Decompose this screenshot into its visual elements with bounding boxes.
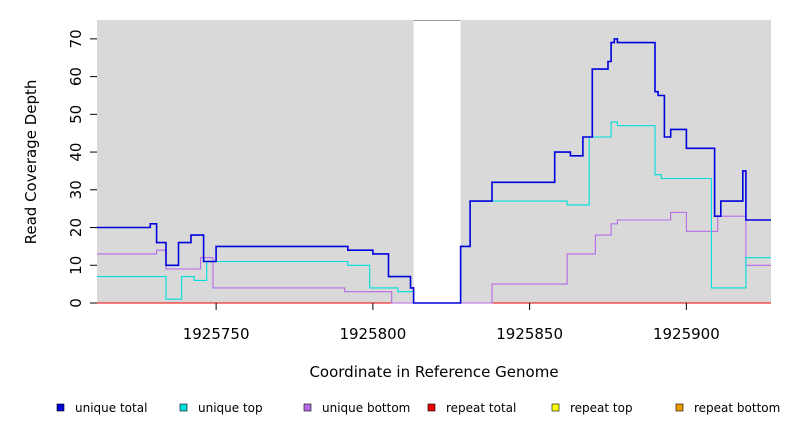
legend-swatch (551, 403, 560, 412)
legend-swatch (56, 403, 65, 412)
y-tick-label: 50 (67, 105, 85, 124)
legend: unique total unique top unique bottom repea… (56, 401, 780, 415)
y-tick-label: 10 (67, 256, 85, 275)
y-axis-label: Read Coverage Depth (22, 80, 40, 245)
series-unique-bottom (97, 211, 771, 304)
x-axis-label: Coordinate in Reference Genome (309, 363, 558, 381)
legend-swatch (427, 403, 436, 412)
y-tick-label: 60 (67, 67, 85, 86)
y-tick-label: 0 (67, 298, 85, 308)
axes: 0 10 20 30 40 50 60 70 1925750 1925800 1925850 1925… (67, 29, 720, 343)
legend-label: unique total (75, 401, 147, 415)
x-tick-label: 1925850 (496, 325, 563, 343)
x-tick-label: 1925750 (183, 325, 250, 343)
legend-label: unique top (198, 401, 263, 415)
series-unique-total (97, 38, 771, 304)
series-lines (97, 38, 771, 304)
plot-background (97, 20, 771, 303)
plot-area-left (97, 20, 414, 303)
y-tick-label: 70 (67, 29, 85, 48)
plot-area-right (460, 20, 771, 303)
legend-label: repeat total (446, 401, 516, 415)
legend-label: unique bottom (322, 401, 410, 415)
x-tick-label: 1925800 (339, 325, 406, 343)
legend-label: repeat top (570, 401, 633, 415)
y-tick-label: 30 (67, 180, 85, 199)
x-tick-label: 1925900 (653, 325, 720, 343)
legend-swatch (179, 403, 188, 412)
legend-swatch (675, 403, 684, 412)
legend-label: repeat bottom (694, 401, 780, 415)
legend-swatch (303, 403, 312, 412)
y-tick-label: 20 (67, 218, 85, 237)
y-tick-label: 40 (67, 143, 85, 162)
